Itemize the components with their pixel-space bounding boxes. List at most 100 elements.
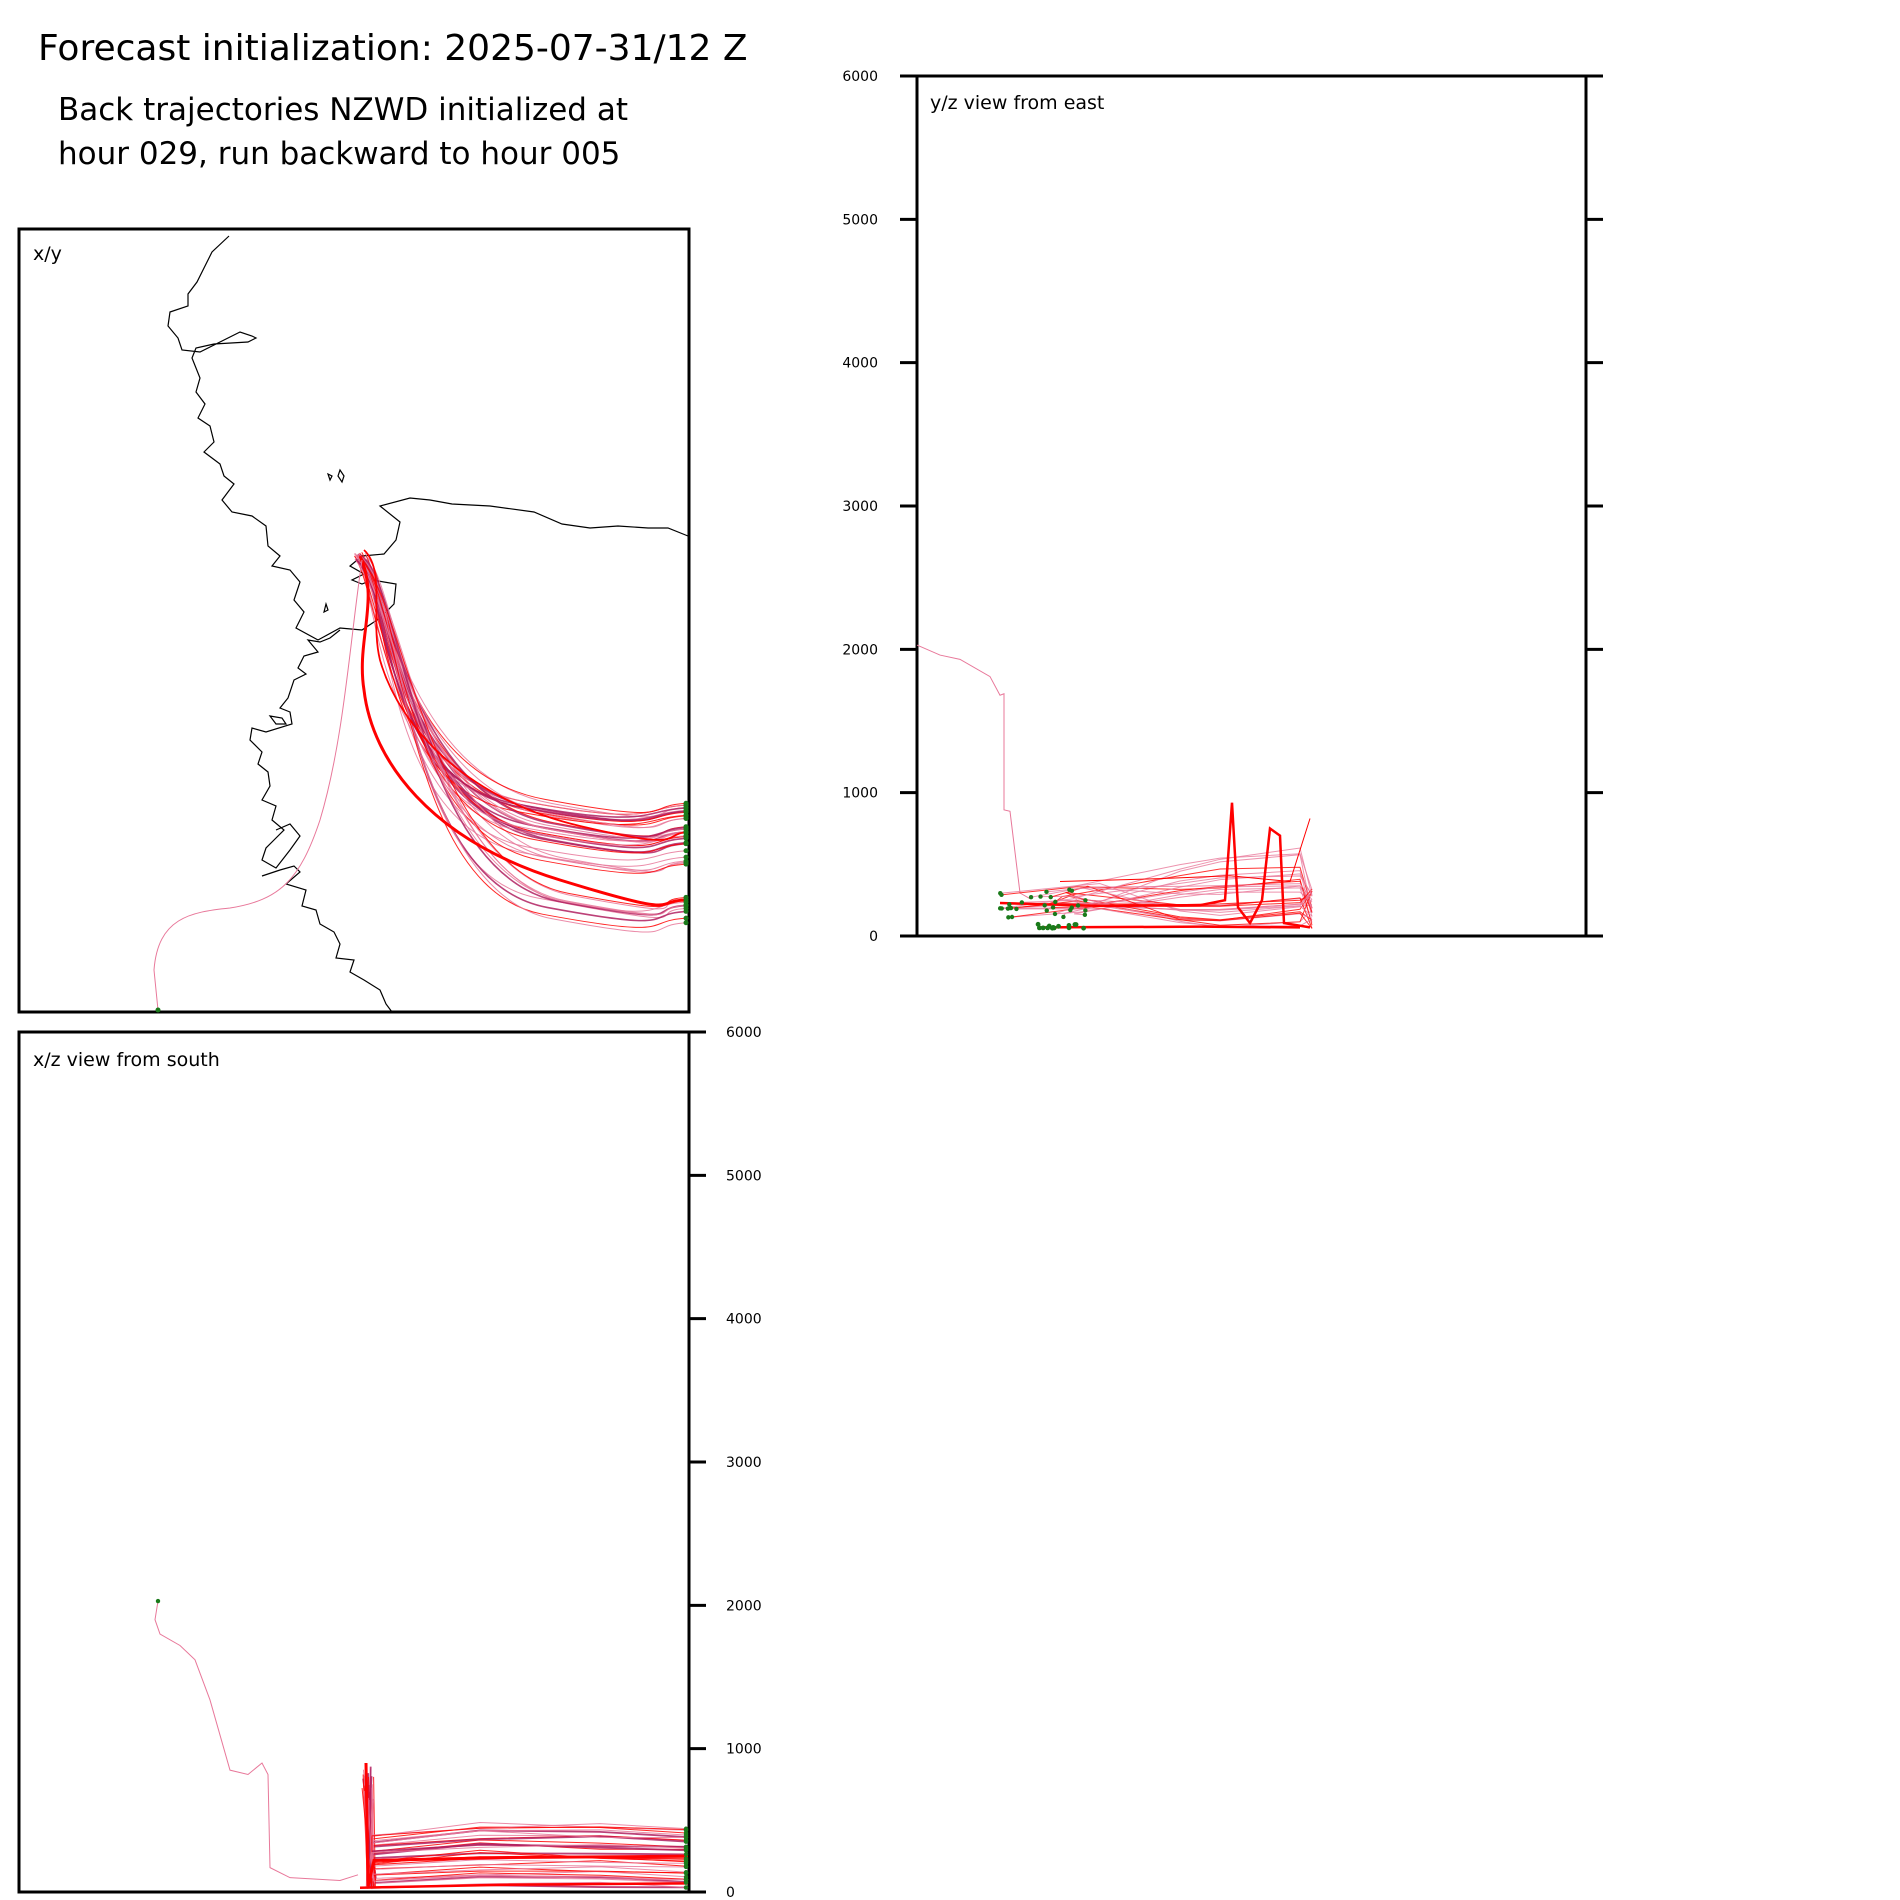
trajectory-endpoint [683, 915, 689, 921]
trajectory-endpoint [683, 1885, 689, 1890]
trajectory-endpoint [1067, 887, 1072, 892]
trajectory-endpoint [1066, 925, 1072, 931]
trajectory-endpoint [1073, 922, 1079, 927]
trajectory-endpoint [683, 903, 689, 909]
trajectory-endpoint [683, 1864, 689, 1870]
trajectory-endpoint [683, 800, 689, 806]
figure-title: Forecast initialization: 2025-07-31/12 Z [38, 28, 748, 69]
y-tick-label: 1000 [842, 786, 878, 802]
trajectory-path [1069, 883, 1313, 901]
trajectory-path [1059, 818, 1311, 883]
yz-panel-label: y/z view from east [930, 92, 1104, 114]
trajectory-endpoint [1049, 925, 1055, 931]
trajectory-endpoint [683, 861, 689, 867]
trajectory-endpoint [1019, 900, 1025, 905]
trajectory-endpoint [1056, 923, 1061, 929]
trajectory-endpoint [1061, 914, 1066, 920]
trajectory-path [363, 556, 689, 919]
y-tick-label: 0 [869, 929, 878, 945]
coastline-segment [249, 629, 341, 869]
trajectory-endpoint [1083, 898, 1088, 903]
yz-endpoints [997, 887, 1088, 931]
trajectory-endpoint [683, 808, 689, 814]
trajectory-endpoint [683, 920, 689, 926]
coastline-segment [323, 601, 329, 614]
trajectory-path [365, 551, 689, 874]
trajectory-endpoint [1007, 902, 1012, 907]
trajectory-endpoint [1028, 894, 1034, 900]
xy-panel-label: x/y [33, 243, 62, 265]
y-tick-label: 2000 [842, 642, 878, 658]
y-tick-label: 5000 [726, 1168, 762, 1184]
y-tick-label: 6000 [726, 1025, 762, 1041]
trajectory-path [359, 552, 689, 825]
trajectory-path [1000, 883, 1313, 916]
trajectory-endpoint [683, 833, 689, 839]
trajectory-path [153, 559, 363, 1011]
coastline-segment [268, 715, 288, 725]
coastline-segment [326, 472, 333, 482]
coastline-segment [167, 235, 689, 641]
trajectory-endpoint [155, 1598, 161, 1604]
xy-endpoints [155, 800, 689, 1013]
trajectory-endpoint [683, 908, 689, 914]
trajectory-path [364, 1762, 689, 1887]
trajectory-endpoint [1044, 908, 1049, 913]
trajectory-endpoint [683, 1832, 689, 1838]
coastline [167, 235, 689, 1013]
trajectory-endpoint [1014, 906, 1019, 912]
trajectory-endpoint [683, 824, 689, 830]
trajectory-path [1074, 887, 1313, 923]
trajectory-endpoint [1075, 903, 1081, 908]
trajectory-path [1039, 925, 1301, 929]
trajectory-path [356, 560, 689, 842]
trajectory-endpoint [999, 892, 1004, 898]
trajectory-endpoint [1053, 899, 1058, 905]
trajectory-path [1054, 866, 1313, 909]
trajectory-endpoint [1050, 905, 1056, 910]
trajectory-endpoint [1069, 905, 1074, 910]
xy-panel-frame [17, 227, 691, 1014]
trajectory-endpoint [683, 1839, 689, 1844]
trajectory-endpoint [1036, 925, 1042, 931]
xz-endpoints [155, 1598, 689, 1890]
trajectory-path [361, 1788, 689, 1887]
trajectory-endpoint [683, 1870, 689, 1875]
trajectory-path [1044, 895, 1313, 921]
trajectory-path [359, 1882, 689, 1889]
trajectory-path [357, 557, 689, 910]
trajectory-endpoint [683, 854, 689, 860]
y-tick-label: 5000 [842, 212, 878, 228]
trajectory-endpoint [683, 848, 689, 854]
xz-panel-frame [17, 1030, 691, 1894]
trajectory-path [916, 644, 1031, 900]
trajectory-endpoint [683, 1877, 689, 1882]
trajectory-endpoint [683, 894, 689, 900]
trajectory-path [1054, 885, 1313, 915]
y-tick-label: 3000 [842, 499, 878, 515]
y-tick-label: 4000 [726, 1312, 762, 1328]
trajectory-path [154, 1600, 359, 1882]
trajectory-endpoint [683, 1846, 689, 1851]
trajectory-endpoint [683, 815, 689, 821]
y-tick-label: 3000 [726, 1455, 762, 1471]
trajectory-endpoint [1040, 925, 1046, 931]
trajectory-endpoint [683, 841, 689, 847]
trajectory-path [360, 560, 689, 908]
trajectory-endpoint [155, 1007, 161, 1013]
trajectory-endpoint [1038, 894, 1043, 899]
yz-panel: y/z view from east 0 1000 2000 3000 4000 5000… [842, 69, 1603, 945]
xz-panel: x/z view from south 0 1000 2000 3000 4000 500… [17, 1025, 762, 1900]
trajectory-path [359, 553, 689, 822]
xy-trajectories [153, 549, 689, 1011]
trajectory-endpoint [1048, 894, 1053, 900]
trajectory-endpoint [1081, 925, 1086, 931]
y-tick-label: 4000 [842, 356, 878, 372]
yz-trajectories [916, 644, 1313, 929]
subtitle-line-1: Back trajectories NZWD initialized at [58, 92, 628, 128]
trajectory-endpoint [683, 1852, 689, 1857]
trajectory-path [365, 555, 689, 813]
trajectory-endpoint [683, 1858, 689, 1864]
figure-subtitle: Back trajectories NZWD initialized at ho… [58, 88, 628, 176]
